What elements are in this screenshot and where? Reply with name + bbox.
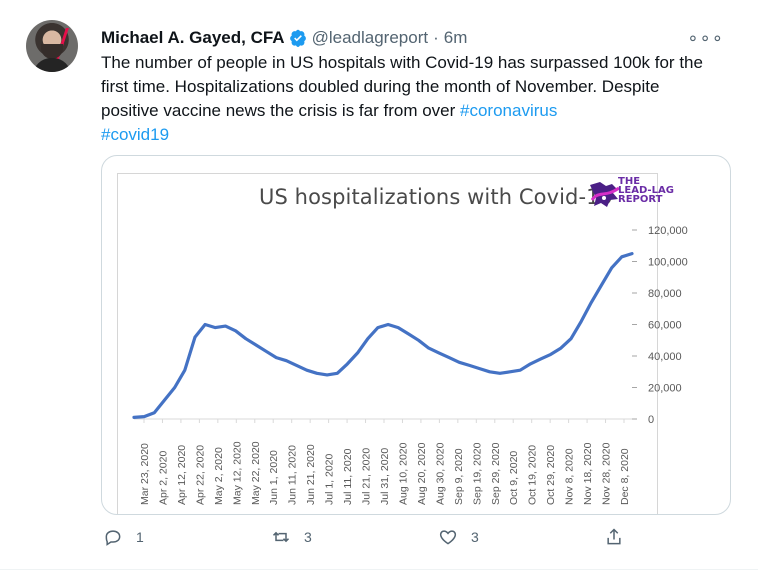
more-options-button[interactable]: ∘∘∘: [687, 28, 724, 49]
reply-button[interactable]: 1: [103, 525, 144, 549]
logo-line-2: LEAD-LAG: [618, 185, 674, 196]
hashtag-coronavirus[interactable]: #coronavirus: [460, 101, 558, 120]
logo-text: THE LEAD-LAG REPORT: [618, 176, 674, 205]
retweet-icon: [272, 531, 290, 543]
reply-icon: [105, 530, 121, 546]
avatar-shirt: [33, 58, 71, 72]
like-button[interactable]: 3: [438, 525, 479, 549]
tweet-timestamp[interactable]: 6m: [443, 28, 468, 47]
retweet-button[interactable]: 3: [271, 525, 312, 549]
logo-line-1: THE: [618, 176, 641, 187]
author-handle[interactable]: @leadlagreport: [311, 28, 429, 47]
tweet-actions: 1 3 3: [101, 525, 641, 549]
avatar-beard: [41, 44, 63, 59]
separator-dot: ·: [433, 28, 439, 47]
retweet-count: 3: [304, 529, 312, 545]
verified-badge-icon: [289, 29, 307, 47]
tweet-body-text: The number of people in US hospitals wit…: [101, 53, 703, 120]
lead-lag-report-logo: THE LEAD-LAG REPORT: [590, 175, 678, 217]
more-dots-icon: ∘∘∘: [687, 28, 724, 48]
share-icon: [607, 528, 621, 545]
heart-icon: [439, 530, 457, 545]
logo-line-3: REPORT: [618, 194, 663, 205]
tweet-text: The number of people in US hospitals wit…: [101, 51, 721, 147]
chart-title: US hospitalizations with Covid-19: [259, 185, 614, 209]
tweet-header: Michael A. Gayed, CFA @leadlagreport · 6…: [101, 27, 467, 49]
author-name[interactable]: Michael A. Gayed, CFA: [101, 28, 285, 47]
chart-image-frame: [117, 173, 658, 514]
lead-lag-logo-icon: [590, 182, 620, 207]
like-count: 3: [471, 529, 479, 545]
reply-count: 1: [136, 529, 144, 545]
hashtag-covid19[interactable]: #covid19: [101, 125, 170, 144]
share-button[interactable]: [604, 525, 637, 549]
author-avatar[interactable]: [26, 20, 78, 72]
